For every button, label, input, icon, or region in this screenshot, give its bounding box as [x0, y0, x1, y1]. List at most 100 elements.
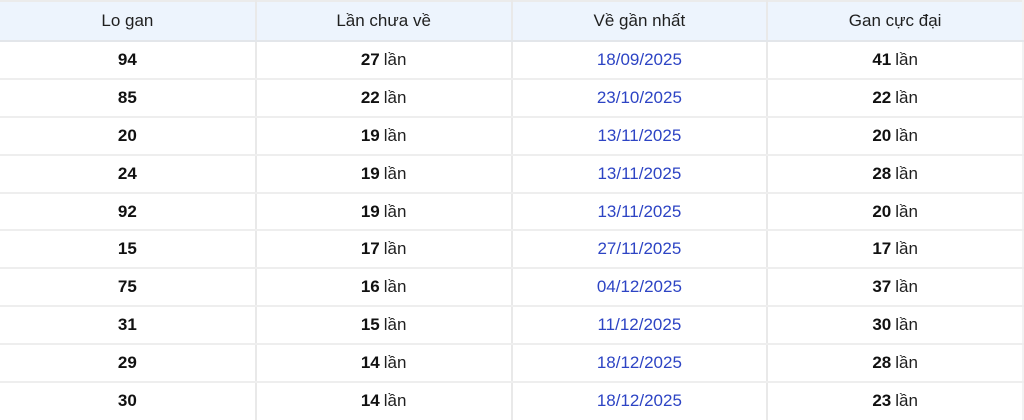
lo-gan-number: 31: [117, 315, 137, 335]
table-row: 15 17 lần 27/11/2025 17 lần: [0, 230, 1024, 270]
last-seen-date-link[interactable]: 13/11/2025: [597, 201, 682, 221]
missed-count-cell: 19 lần: [255, 116, 513, 156]
missed-count-cell: 19 lần: [255, 192, 513, 232]
column-header-ve-gan-nhat: Về gần nhất: [511, 0, 769, 42]
max-gap-count: 20: [872, 125, 892, 145]
lo-gan-number-cell: 15: [0, 230, 257, 270]
table-row: 85 22 lần 23/10/2025 22 lần: [0, 78, 1024, 118]
last-seen-date-link[interactable]: 04/12/2025: [596, 277, 682, 297]
max-gap-cell: 20 lần: [767, 116, 1024, 156]
table-header: Lo gan Lần chưa về Về gần nhất Gan cực đ…: [0, 0, 1024, 42]
max-gap-cell: 17 lần: [767, 230, 1024, 270]
unit-label: lần: [895, 239, 918, 259]
lo-gan-number: 85: [117, 87, 137, 107]
unit-label: lần: [383, 49, 407, 69]
max-gap-count: 17: [872, 239, 892, 259]
max-gap-count: 28: [872, 163, 892, 183]
unit-label: lần: [383, 163, 407, 183]
table-row: 24 19 lần 13/11/2025 28 lần: [0, 154, 1024, 194]
max-gap-count: 41: [872, 49, 892, 69]
unit-label: lần: [383, 277, 407, 297]
last-seen-date-link[interactable]: 13/11/2025: [597, 125, 682, 145]
header-row: Lo gan Lần chưa về Về gần nhất Gan cực đ…: [0, 0, 1024, 42]
last-seen-date-link[interactable]: 18/12/2025: [596, 391, 682, 411]
max-gap-cell: 22 lần: [767, 78, 1024, 118]
last-seen-date-link[interactable]: 18/12/2025: [596, 353, 682, 373]
missed-count: 14: [360, 353, 380, 373]
table-row: 31 15 lần 11/12/2025 30 lần: [0, 306, 1024, 346]
max-gap-cell: 28 lần: [767, 154, 1024, 194]
table-row: 20 19 lần 13/11/2025 20 lần: [0, 116, 1024, 156]
lo-gan-number-cell: 92: [0, 192, 257, 232]
unit-label: lần: [895, 201, 918, 221]
lo-gan-number-cell: 24: [0, 154, 257, 194]
missed-count-cell: 22 lần: [255, 78, 513, 118]
lo-gan-number-cell: 85: [0, 78, 257, 118]
missed-count-cell: 19 lần: [255, 154, 513, 194]
missed-count-cell: 15 lần: [255, 306, 513, 346]
max-gap-cell: 41 lần: [767, 41, 1024, 80]
last-seen-cell: 11/12/2025: [511, 306, 769, 346]
lo-gan-number: 94: [117, 49, 137, 69]
unit-label: lần: [895, 163, 918, 183]
unit-label: lần: [383, 315, 407, 335]
last-seen-cell: 04/12/2025: [511, 268, 769, 308]
missed-count-cell: 17 lần: [255, 230, 513, 270]
missed-count: 22: [360, 87, 380, 107]
lo-gan-number-cell: 30: [0, 382, 257, 420]
lo-gan-number: 30: [117, 391, 137, 411]
unit-label: lần: [383, 391, 407, 411]
unit-label: lần: [383, 201, 407, 221]
max-gap-count: 22: [872, 87, 892, 107]
unit-label: lần: [383, 353, 407, 373]
unit-label: lần: [895, 87, 918, 107]
missed-count: 19: [360, 125, 380, 145]
lo-gan-number: 29: [117, 353, 137, 373]
last-seen-cell: 13/11/2025: [511, 192, 769, 232]
unit-label: lần: [895, 49, 918, 69]
last-seen-date-link[interactable]: 18/09/2025: [596, 49, 682, 69]
unit-label: lần: [895, 315, 918, 335]
missed-count-cell: 14 lần: [255, 344, 513, 384]
missed-count: 19: [360, 163, 380, 183]
unit-label: lần: [383, 125, 407, 145]
missed-count-cell: 27 lần: [255, 41, 513, 80]
missed-count: 17: [360, 239, 380, 259]
max-gap-cell: 37 lần: [767, 268, 1024, 308]
last-seen-cell: 23/10/2025: [511, 78, 769, 118]
lo-gan-number-cell: 94: [0, 41, 257, 80]
lo-gan-number-cell: 75: [0, 268, 257, 308]
lo-gan-number-cell: 20: [0, 116, 257, 156]
table-row: 94 27 lần 18/09/2025 41 lần: [0, 41, 1024, 80]
max-gap-count: 37: [872, 277, 892, 297]
lo-gan-number: 15: [117, 239, 137, 259]
unit-label: lần: [383, 239, 407, 259]
lo-gan-number-cell: 31: [0, 306, 257, 346]
table-row: 75 16 lần 04/12/2025 37 lần: [0, 268, 1024, 308]
max-gap-cell: 23 lần: [767, 382, 1024, 420]
last-seen-date-link[interactable]: 27/11/2025: [597, 239, 682, 259]
max-gap-cell: 20 lần: [767, 192, 1024, 232]
unit-label: lần: [895, 353, 918, 373]
missed-count: 15: [360, 315, 380, 335]
missed-count: 14: [360, 391, 380, 411]
column-header-lo-gan: Lo gan: [0, 0, 257, 42]
missed-count: 19: [360, 201, 380, 221]
max-gap-cell: 30 lần: [767, 306, 1024, 346]
lo-gan-number: 24: [117, 163, 137, 183]
lo-gan-number: 75: [117, 277, 137, 297]
last-seen-cell: 13/11/2025: [511, 116, 769, 156]
max-gap-count: 20: [872, 201, 892, 221]
lo-gan-number-cell: 29: [0, 344, 257, 384]
lo-gan-number: 20: [117, 125, 137, 145]
unit-label: lần: [895, 125, 918, 145]
column-header-lan-chua-ve: Lần chưa về: [255, 0, 513, 42]
last-seen-date-link[interactable]: 23/10/2025: [596, 87, 682, 107]
max-gap-count: 23: [872, 391, 892, 411]
unit-label: lần: [895, 391, 918, 411]
last-seen-date-link[interactable]: 11/12/2025: [597, 315, 682, 335]
last-seen-cell: 18/12/2025: [511, 344, 769, 384]
last-seen-date-link[interactable]: 13/11/2025: [597, 163, 682, 183]
missed-count-cell: 14 lần: [255, 382, 513, 420]
